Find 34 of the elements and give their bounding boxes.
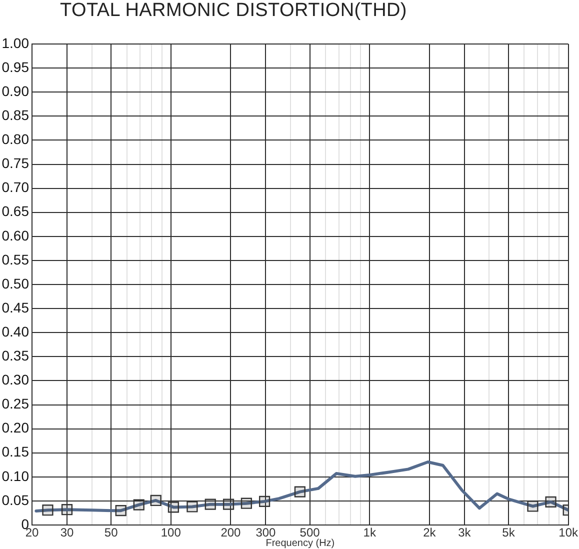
y-tick-label: 0.80 [2, 131, 30, 148]
y-tick-label: 0.10 [2, 468, 30, 484]
x-tick-label: 50 [104, 526, 118, 540]
y-tick-label: 0.65 [2, 203, 30, 220]
y-tick-label: 0.55 [2, 251, 30, 268]
y-tick-label: 0.40 [2, 323, 30, 340]
y-tick-label: 0.60 [2, 227, 30, 244]
y-tick-label: 0.90 [2, 82, 30, 99]
x-tick-label: 300 [256, 526, 276, 540]
x-tick-label: 30 [60, 526, 74, 540]
y-tick-label: 0 [21, 516, 30, 532]
y-tick-label: 0.30 [2, 372, 30, 388]
y-tick-label: 0.85 [2, 107, 30, 124]
y-tick-label: 0.05 [2, 492, 30, 508]
x-tick-label: 5k [502, 526, 516, 540]
y-tick-label: 0.45 [2, 299, 30, 316]
y-tick-label: 0.75 [2, 155, 30, 172]
x-tick-label: 1k [363, 526, 377, 540]
x-tick-label: 500 [300, 526, 320, 540]
x-tick-label: 100 [160, 526, 182, 540]
x-tick-label: 200 [220, 526, 242, 540]
x-tick-label: 2k [423, 526, 437, 540]
x-tick-label: 10k [558, 526, 579, 540]
y-tick-label: 0.95 [2, 58, 30, 75]
y-tick-label: 0.70 [2, 179, 30, 196]
chart-title: TOTAL HARMONIC DISTORTION(THD) [60, 0, 407, 22]
x-tick-label: 3k [458, 526, 472, 540]
y-tick-label: 0.50 [2, 275, 30, 292]
y-tick-label: 0.15 [2, 444, 30, 460]
y-tick-label: 1.00 [2, 34, 30, 51]
y-tick-label: 0.35 [2, 348, 30, 364]
x-axis-title: Frequency (Hz) [266, 538, 335, 549]
y-tick-label: 0.20 [2, 420, 30, 436]
y-tick-label: 0.25 [2, 396, 30, 412]
